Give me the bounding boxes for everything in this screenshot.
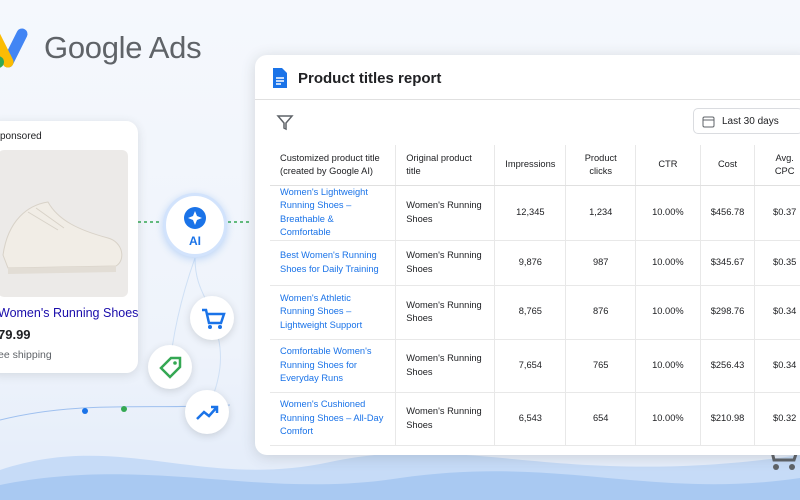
table-cell: Women's Running Shoes bbox=[395, 339, 496, 393]
custom-title-cell[interactable]: Women's Lightweight Running Shoes – Brea… bbox=[270, 185, 397, 241]
ai-label: AI bbox=[189, 234, 201, 248]
table-cell: 10.00% bbox=[635, 339, 701, 393]
trend-bubble bbox=[185, 390, 229, 434]
table-cell: 10.00% bbox=[635, 240, 701, 286]
table-cell: 987 bbox=[565, 240, 637, 286]
shoe bbox=[2, 201, 123, 274]
table-cell: 10.00% bbox=[635, 285, 701, 340]
table-cell: 8,765 bbox=[494, 285, 567, 340]
tag-bubble bbox=[148, 345, 192, 389]
table-row: Best Women's Running Shoes for Daily Tra… bbox=[270, 240, 800, 286]
ai-badge: AI bbox=[163, 193, 227, 257]
table-cell: 10.00% bbox=[635, 185, 701, 241]
table-cell: 876 bbox=[565, 285, 637, 340]
table-cell: Women's Running Shoes bbox=[395, 392, 496, 446]
header-row: Customized product title (created by Goog… bbox=[270, 145, 800, 186]
table-cell: $0.34 bbox=[754, 339, 800, 393]
report-panel: Product titles report Last 30 days Custo… bbox=[255, 55, 800, 455]
table-cell: $0.37 bbox=[754, 185, 800, 241]
column-header: CTR bbox=[635, 145, 701, 186]
table-cell: 10.00% bbox=[635, 392, 701, 446]
table-cell: $256.43 bbox=[700, 339, 756, 393]
column-header: Product clicks bbox=[565, 145, 637, 186]
table-cell: $0.35 bbox=[754, 240, 800, 286]
column-header: Customized product title (created by Goog… bbox=[270, 145, 397, 186]
table-cell: 765 bbox=[565, 339, 637, 393]
report-title: Product titles report bbox=[298, 70, 442, 87]
product-image bbox=[0, 150, 128, 297]
sponsored-label: ponsored bbox=[0, 131, 42, 142]
table-cell: Women's Running Shoes bbox=[395, 185, 496, 241]
custom-title-cell[interactable]: Best Women's Running Shoes for Daily Tra… bbox=[270, 240, 397, 286]
table-cell: $210.98 bbox=[700, 392, 756, 446]
brand-name: Google Ads bbox=[44, 30, 202, 65]
product-name[interactable]: Women's Running Shoes bbox=[0, 306, 139, 320]
table-cell: 9,876 bbox=[494, 240, 567, 286]
table-cell: 6,543 bbox=[494, 392, 567, 446]
table-cell: Women's Running Shoes bbox=[395, 240, 496, 286]
dot bbox=[82, 408, 88, 414]
table-cell: 1,234 bbox=[565, 185, 637, 241]
table-cell: $298.76 bbox=[700, 285, 756, 340]
table-row: Women's Athletic Running Shoes – Lightwe… bbox=[270, 285, 800, 340]
doc-icon bbox=[273, 68, 287, 88]
table-cell: $0.32 bbox=[754, 392, 800, 446]
shipping-label: ee shipping bbox=[0, 349, 52, 361]
table-row: Women's Lightweight Running Shoes – Brea… bbox=[270, 185, 800, 241]
filter-button[interactable] bbox=[276, 113, 294, 131]
table-cell: 12,345 bbox=[494, 185, 567, 241]
ai-icon bbox=[184, 207, 206, 229]
custom-title-cell[interactable]: Women's Athletic Running Shoes – Lightwe… bbox=[270, 285, 397, 340]
table-cell: Women's Running Shoes bbox=[395, 285, 496, 340]
table-cell: $0.34 bbox=[754, 285, 800, 340]
dot bbox=[121, 406, 127, 412]
cart-bubble bbox=[190, 296, 234, 340]
table-cell: 654 bbox=[565, 392, 637, 446]
date-range-button[interactable]: Last 30 days bbox=[693, 108, 800, 134]
table-cell: $456.78 bbox=[700, 185, 756, 241]
table-cell: $345.67 bbox=[700, 240, 756, 286]
wave bbox=[0, 471, 800, 500]
column-header: Original product title bbox=[395, 145, 496, 186]
table-row: Women's Cushioned Running Shoes – All-Da… bbox=[270, 392, 800, 446]
custom-title-cell[interactable]: Women's Cushioned Running Shoes – All-Da… bbox=[270, 392, 397, 446]
custom-title-cell[interactable]: Comfortable Women's Running Shoes for Ev… bbox=[270, 339, 397, 393]
header-note: (created by Google AI) bbox=[280, 165, 374, 176]
column-header: Cost bbox=[700, 145, 756, 186]
product-price: 79.99 bbox=[0, 327, 31, 342]
report-table: Customized product title (created by Goog… bbox=[270, 145, 800, 446]
product-card: ponsored Women's Running Shoes 79.99 ee … bbox=[0, 121, 138, 373]
ads-logo bbox=[0, 28, 28, 68]
date-range-label: Last 30 days bbox=[722, 116, 779, 127]
table-row: Comfortable Women's Running Shoes for Ev… bbox=[270, 339, 800, 393]
column-header: Avg. CPC bbox=[754, 145, 800, 186]
divider bbox=[255, 99, 800, 100]
column-header: Impressions bbox=[494, 145, 567, 186]
table-cell: 7,654 bbox=[494, 339, 567, 393]
calendar-icon bbox=[702, 116, 715, 128]
